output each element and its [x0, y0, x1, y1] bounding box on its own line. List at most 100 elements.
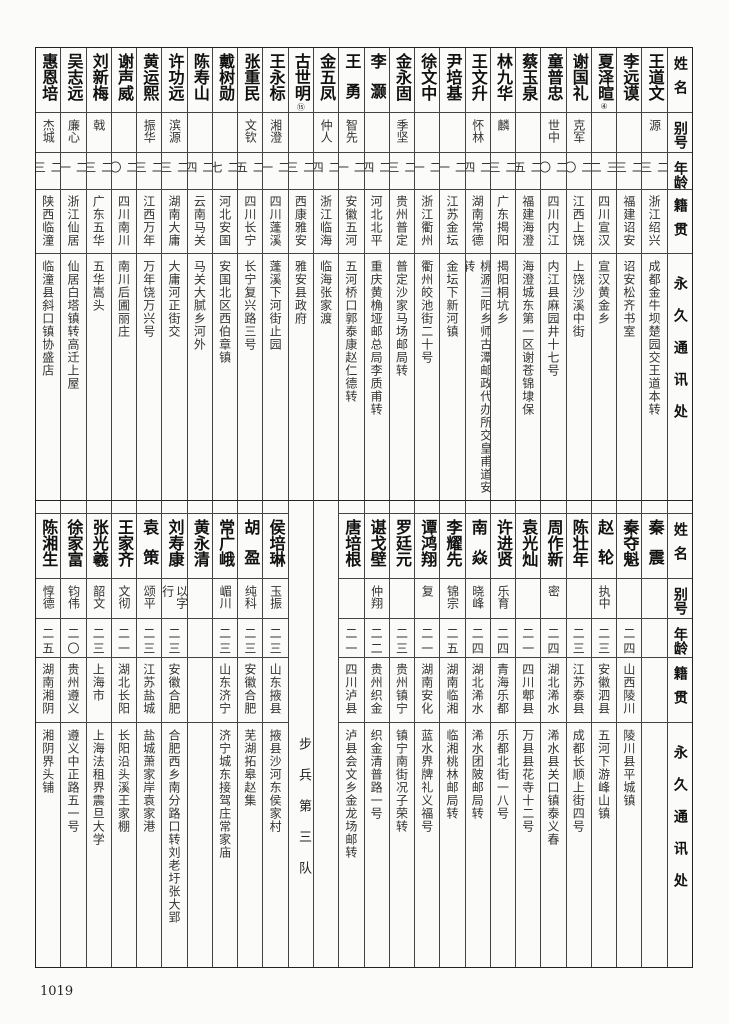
person-name: 唐培根: [342, 519, 362, 567]
person-age: 二三: [167, 627, 182, 657]
alias-cell: 文彻: [111, 579, 137, 619]
name-cell: 陈壮年: [566, 514, 591, 579]
row-band: [339, 501, 364, 514]
person-age: 二三: [141, 627, 156, 657]
person-alias: 玉振: [268, 585, 283, 609]
name-cell: 徐文中: [415, 48, 440, 113]
address-cell: 仙居白塔镇转高迁上屋: [61, 254, 85, 500]
person-native: 广东揭阳: [495, 195, 510, 247]
person-name: 惠恩培: [39, 53, 59, 101]
person-address: 雅安县政府: [293, 260, 308, 325]
roster-row: 南焱 晓峰 二四 湖北浠水 浠水团陂邮局转: [464, 501, 490, 967]
person-age: 二一: [339, 161, 364, 176]
alias-cell: 杰城: [36, 113, 61, 153]
address-cell: 合肥西乡南分路口转刘老圩张大郢: [162, 723, 186, 967]
native-cell: 山东掖县: [263, 658, 288, 723]
name-cell: 童普忠: [541, 48, 566, 113]
row-band: [617, 501, 642, 514]
alias-cell: [617, 113, 642, 153]
person-address: 浠水团陂邮局转: [470, 729, 485, 820]
alias-cell: 戟: [86, 113, 111, 153]
name-wrap: 许功远: [165, 48, 185, 101]
name-cell: 罗廷元: [389, 514, 415, 579]
person-address: 五华嵩头: [91, 260, 106, 312]
person-age: 二四: [314, 161, 339, 176]
person-name: 王永标: [266, 53, 286, 101]
native-cell: 江西上饶: [566, 190, 591, 254]
roster-row: 赵轮 执中 二三 安徽泗县 五河下游峰山镇: [590, 501, 617, 967]
person-alias: 惇德: [41, 585, 56, 609]
alias-cell: [566, 579, 591, 619]
header-cell-age: 年龄: [667, 619, 692, 658]
person-alias: 戟: [91, 119, 106, 131]
native-cell: 四川内江: [541, 190, 566, 254]
name-wrap: 黄运熙: [139, 48, 159, 101]
footnote-marker: ④: [600, 102, 608, 111]
age-cell: 二一: [516, 619, 541, 658]
age-cell: 二一: [61, 153, 86, 190]
alias-cell: [288, 113, 314, 153]
native-cell: 安徽合肥: [238, 658, 263, 723]
age-cell: 二三: [617, 153, 642, 190]
person-native: 西康雅安: [293, 195, 308, 247]
alias-cell: [111, 113, 137, 153]
name-wrap: 秦夺魁: [619, 514, 639, 567]
person-alias: 滨源: [167, 119, 182, 143]
roster-row: 陈湘生 惇德 二五 湖南湘阴 湘阴界头铺: [36, 501, 61, 967]
person-name: 尹培基: [443, 53, 463, 101]
person-name: 罗廷元: [392, 519, 412, 567]
age-cell: 二三: [389, 619, 415, 658]
native-cell: 江苏金坛: [440, 190, 465, 254]
age-cell: 二〇: [61, 619, 86, 658]
alias-cell: 滨源: [162, 113, 187, 153]
name-cell: 秦震: [642, 514, 667, 579]
age-cell: 二三: [238, 619, 263, 658]
person-address: 大庸河正街交: [167, 260, 182, 338]
person-address: 成都长顺上街四号: [571, 729, 586, 833]
person-native: 江苏金坛: [444, 195, 459, 247]
native-cell: 浙江绍兴: [642, 190, 667, 254]
header-cell-native: 籍贯: [667, 658, 692, 723]
person-address: 镇宁南街况子荣转: [394, 729, 409, 833]
name-wrap: 王道文: [645, 48, 665, 101]
alias-cell: [642, 579, 667, 619]
alias-cell: 克军: [566, 113, 591, 153]
alias-cell: 廉心: [61, 113, 86, 153]
address-cell: 大庸河正街交: [162, 254, 186, 500]
person-age: 二一: [419, 627, 434, 657]
person-address: 芜湖拓皋赵集: [242, 729, 257, 807]
person-alias: 智先: [344, 119, 359, 143]
native-cell: 陕西临潼: [36, 190, 61, 254]
address-cell: 金坛下新河镇: [440, 254, 464, 500]
address-cell: 桃源三阳乡师古潭邮政代办所交皇甫道安转: [466, 254, 490, 500]
age-cell: 二一: [263, 153, 288, 190]
person-address: 临湘桃林邮局转: [444, 729, 459, 820]
native-cell: 西康雅安: [288, 190, 314, 254]
person-alias: 季坚: [394, 119, 409, 143]
native-cell: 青海乐都: [490, 658, 516, 723]
roster-row: 周作新密二四 湖北浠水 浠水县关口镇泰义春: [540, 501, 566, 967]
address-cell: 成都长顺上街四号: [567, 723, 591, 967]
person-alias: 以字行: [162, 585, 187, 609]
native-cell: 四川蓬溪: [263, 190, 288, 254]
person-alias: 锦宗: [445, 585, 460, 609]
person-name: 赵轮: [595, 519, 615, 579]
person-age: 二一: [415, 161, 440, 176]
name-wrap: 张光羲: [89, 514, 109, 567]
row-band: [36, 501, 61, 514]
name-cell: 胡盈: [238, 514, 263, 579]
person-alias: 世中: [546, 119, 561, 143]
person-name: 古世明: [291, 53, 311, 101]
person-address: 上海法租界震旦大学: [91, 729, 106, 846]
age-cell: 二四: [617, 619, 642, 658]
person-native: 贵州镇宁: [394, 663, 409, 715]
address-cell: 内江县麻园井十七号: [541, 254, 565, 500]
person-age: 二二: [369, 627, 384, 657]
header-name-label: 姓名: [671, 522, 688, 570]
section-label: 步兵第三队: [296, 736, 312, 892]
person-address: 长阳沿头溪王家棚: [116, 729, 131, 833]
name-wrap: 秦震: [645, 514, 665, 578]
address-cell: 织金清普路一号: [365, 723, 389, 967]
address-cell: 马关大腻乡河外: [188, 254, 212, 500]
header-cell-address: 永久通讯处: [668, 723, 692, 967]
